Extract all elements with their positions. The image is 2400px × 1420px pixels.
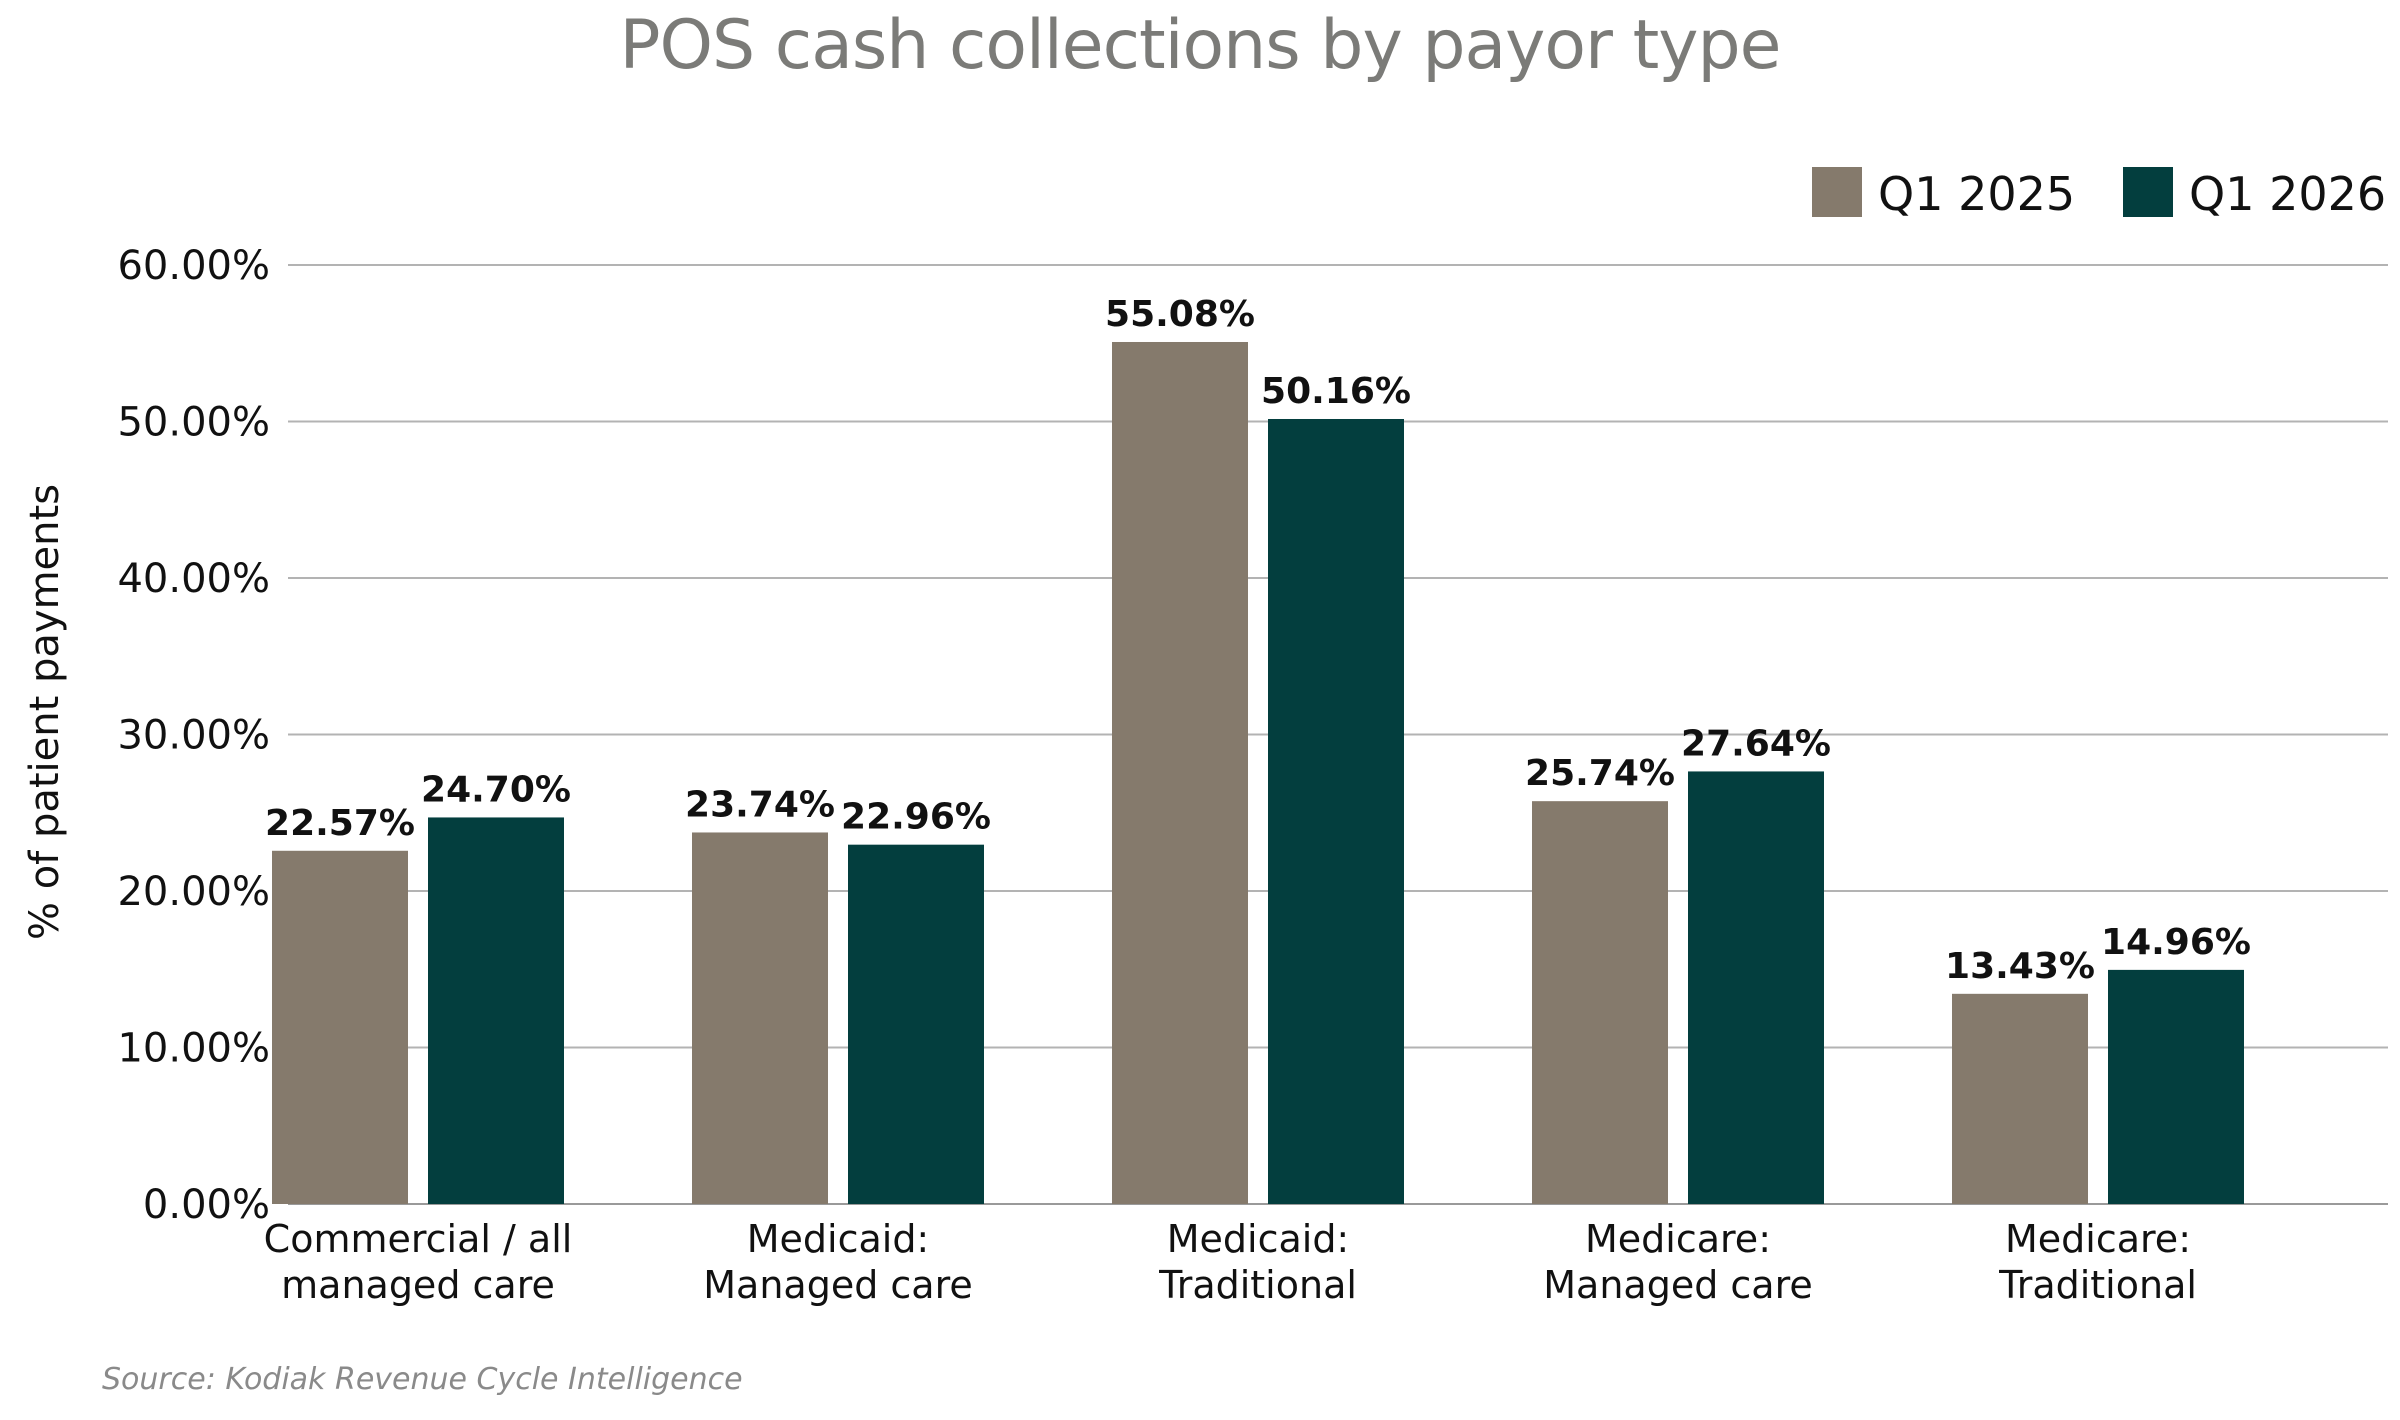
x-category-label: Medicaid: Traditional [1158,1217,1357,1307]
y-tick-label: 0.00% [143,1182,270,1228]
data-label: 50.16% [1261,371,1411,412]
legend-swatch [2123,167,2173,217]
data-label: 22.57% [265,803,415,844]
legend-swatch [1812,167,1862,217]
data-label: 22.96% [841,797,991,838]
y-axis-ticks: 0.00% 10.00% 20.00% 30.00% 40.00% 50.00% 60.00… [117,243,270,1228]
x-category-label: Commercial / all managed care [264,1217,573,1307]
x-category-label: Medicare: Managed care [1543,1217,1813,1307]
chart-title: POS cash collections by payor type [619,6,1782,85]
y-tick-label: 10.00% [117,1026,270,1072]
y-tick-label: 40.00% [117,556,270,602]
y-tick-label: 30.00% [117,713,270,759]
data-label: 55.08% [1105,294,1255,335]
data-labels: 22.57%24.70% 23.74% 22.96% 55.08%50.16% 25.7… [265,294,2251,987]
bar-q1-2026 [2108,969,2244,1204]
legend: Q1 2025 Q1 2026 [1812,167,2386,221]
bars [272,341,2244,1205]
legend-label: Q1 2025 [1878,167,2075,221]
data-label: 23.74% [685,784,835,825]
y-axis-label: % of patient payments [22,484,68,940]
x-category-label: Medicare: Traditional [1998,1217,2197,1307]
legend-label: Q1 2026 [2189,167,2386,221]
data-label: 27.64% [1681,723,1831,764]
bar-q1-2025 [272,850,408,1204]
bar-q1-2025 [1952,993,2088,1204]
x-axis-categories: Commercial / all managed care Medicaid: Man… [264,1217,2197,1307]
data-label: 13.43% [1945,946,2095,987]
bar-q1-2025 [692,832,828,1204]
bar-q1-2026 [1688,771,1824,1204]
bar-q1-2026 [428,817,564,1204]
data-label: 14.96% [2101,922,2251,963]
y-tick-label: 50.00% [117,400,270,446]
x-category-label: Medicaid: Managed care [703,1217,973,1307]
bar-q1-2026 [848,844,984,1204]
data-label: 25.74% [1525,753,1675,794]
bar-q1-2025 [1112,341,1248,1204]
y-tick-label: 20.00% [117,869,270,915]
bar-q1-2025 [1532,801,1668,1204]
y-tick-label: 60.00% [117,243,270,289]
bar-q1-2026 [1268,418,1404,1205]
source-note: Source: Kodiak Revenue Cycle Intelligenc… [102,1362,743,1397]
data-label: 24.70% [421,769,571,810]
